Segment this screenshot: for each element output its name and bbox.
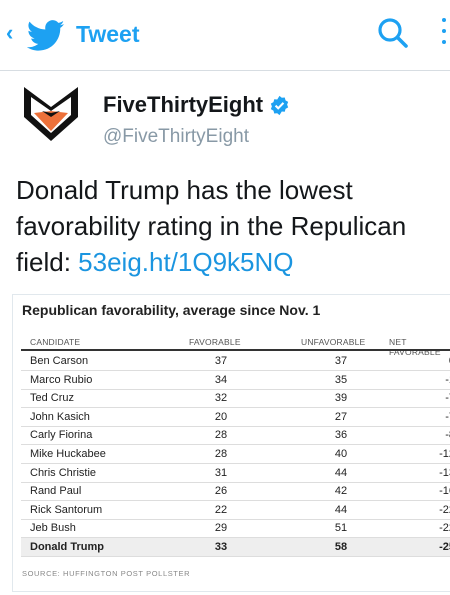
cell-candidate: Jeb Bush — [30, 522, 76, 535]
cell-favorable: 33 — [214, 541, 228, 553]
table-row: Carly Fiorina 28 36 -8 — [21, 426, 450, 446]
table-source: SOURCE: HUFFINGTON POST POLLSTER — [22, 569, 191, 578]
cell-net-favorable: -13 — [439, 466, 450, 479]
fox-logo-icon[interactable] — [20, 83, 82, 145]
cell-favorable: 31 — [214, 466, 228, 479]
cell-unfavorable: 51 — [334, 522, 348, 535]
cell-candidate: Rick Santorum — [30, 503, 103, 516]
cell-favorable: 29 — [214, 522, 228, 535]
cell-candidate: Donald Trump — [30, 541, 104, 553]
twitter-bird-icon[interactable] — [27, 20, 65, 52]
table-row: Donald Trump 33 58 -25 — [21, 538, 450, 557]
verified-badge-icon — [270, 95, 289, 116]
cell-favorable: 28 — [214, 448, 228, 460]
cell-net-favorable: 0 — [415, 352, 450, 370]
cell-unfavorable: 44 — [334, 466, 348, 479]
cell-favorable: 34 — [214, 373, 228, 386]
table-row: Ted Cruz 32 39 -7 — [21, 389, 450, 409]
cell-net-favorable: -12 — [439, 448, 450, 460]
table-title: Republican favorability, average since N… — [22, 302, 321, 318]
cell-candidate: Chris Christie — [30, 466, 97, 479]
cell-candidate: Ben Carson — [30, 355, 89, 367]
col-header-unfavorable: UNFAVORABLE — [301, 337, 366, 347]
cell-unfavorable: 35 — [334, 373, 348, 386]
tweet-media-table[interactable]: Republican favorability, average since N… — [12, 294, 450, 592]
table-row: Chris Christie 31 44 -13 — [21, 464, 450, 483]
cell-net-favorable: -7 — [445, 392, 450, 405]
cell-candidate: John Kasich — [30, 410, 90, 423]
cell-net-favorable: -22 — [439, 522, 450, 535]
header-rule — [21, 349, 450, 351]
cell-net-favorable: -1 — [445, 373, 450, 386]
cell-candidate: Rand Paul — [30, 485, 82, 498]
author-display-name[interactable]: FiveThirtyEight — [103, 92, 264, 117]
cell-candidate: Mike Huckabee — [30, 448, 106, 460]
cell-unfavorable: 37 — [334, 355, 348, 367]
nav-title: Tweet — [76, 21, 140, 47]
table-row: Mike Huckabee 28 40 -12 — [21, 445, 450, 464]
cell-net-favorable: -25 — [439, 541, 450, 553]
cell-net-favorable: -22 — [439, 503, 450, 516]
table-row: Jeb Bush 29 51 -22 — [21, 519, 450, 539]
cell-unfavorable: 39 — [334, 392, 348, 405]
cell-candidate: Carly Fiorina — [30, 429, 93, 442]
table-row: Ben Carson 37 37 0 — [21, 352, 450, 371]
cell-unfavorable: 44 — [334, 503, 348, 516]
table-row: Marco Rubio 34 35 -1 — [21, 371, 450, 390]
search-icon[interactable] — [376, 16, 410, 50]
cell-net-favorable: -16 — [439, 485, 450, 498]
cell-candidate: Ted Cruz — [30, 392, 75, 405]
cell-net-favorable: -8 — [445, 429, 450, 442]
col-header-favorable: FAVORABLE — [189, 337, 241, 347]
col-header-net-favorable: NET FAVORABLE — [389, 337, 441, 357]
cell-unfavorable: 42 — [334, 485, 348, 498]
more-vertical-icon[interactable] — [438, 18, 450, 52]
top-nav-bar: ‹ Tweet — [0, 0, 450, 71]
table-row: Rick Santorum 22 44 -22 — [21, 501, 450, 520]
author-handle[interactable]: @FiveThirtyEight — [103, 126, 249, 147]
cell-unfavorable: 36 — [334, 429, 348, 442]
tweet-text: Donald Trump has the lowest favorability… — [16, 172, 436, 280]
cell-favorable: 28 — [214, 429, 228, 442]
back-chevron-icon[interactable]: ‹ — [6, 20, 14, 45]
tweet-link[interactable]: 53eig.ht/1Q9k5NQ — [78, 247, 294, 277]
col-header-candidate: CANDIDATE — [30, 337, 81, 347]
tweet-body: Donald Trump has the lowest favorability… — [16, 175, 407, 277]
cell-favorable: 32 — [214, 392, 228, 405]
cell-unfavorable: 27 — [334, 410, 348, 423]
cell-candidate: Marco Rubio — [30, 373, 93, 386]
cell-unfavorable: 40 — [334, 448, 348, 460]
cell-favorable: 37 — [214, 355, 228, 367]
table-row: John Kasich 20 27 -7 — [21, 408, 450, 427]
table-row: Rand Paul 26 42 -16 — [21, 482, 450, 502]
cell-favorable: 20 — [214, 410, 228, 423]
cell-favorable: 26 — [214, 485, 228, 498]
cell-net-favorable: -7 — [445, 410, 450, 423]
cell-favorable: 22 — [214, 503, 228, 516]
cell-unfavorable: 58 — [334, 541, 348, 553]
